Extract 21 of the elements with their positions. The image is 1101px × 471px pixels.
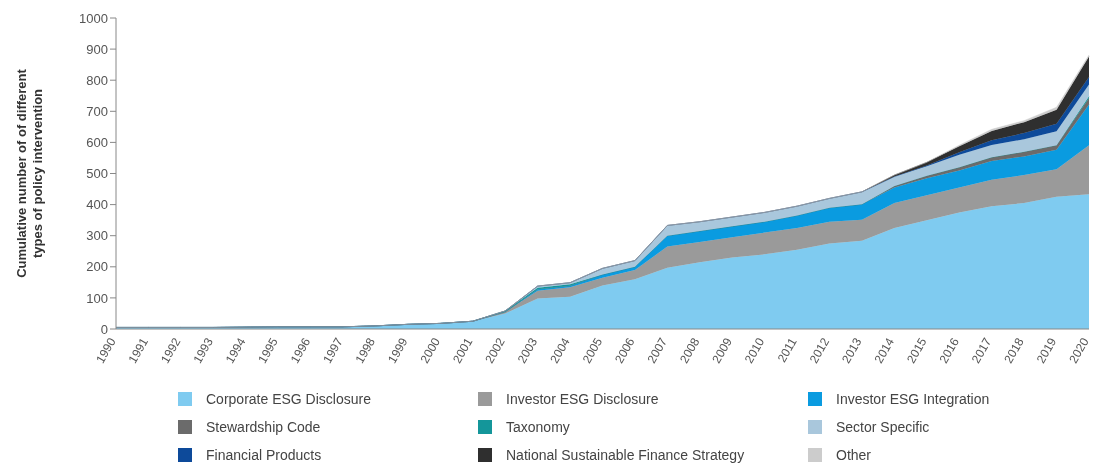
y-tick-label: 0 bbox=[100, 321, 108, 337]
y-tick-label: 900 bbox=[86, 41, 108, 57]
y-tick-label: 500 bbox=[86, 166, 108, 182]
legend-label: Stewardship Code bbox=[206, 419, 321, 435]
legend-label: Investor ESG Integration bbox=[836, 391, 990, 407]
legend-label: Investor ESG Disclosure bbox=[506, 391, 659, 407]
legend-label: Taxonomy bbox=[506, 419, 570, 435]
y-axis-title: Cumulative number of of different types of policy intervention bbox=[14, 68, 45, 278]
legend-label: Corporate ESG Disclosure bbox=[206, 391, 371, 407]
legend-label: National Sustainable Finance Strategy bbox=[506, 447, 745, 463]
y-tick-label: 700 bbox=[86, 103, 108, 119]
y-tick-label: 800 bbox=[86, 72, 108, 88]
y-tick-label: 1000 bbox=[79, 10, 108, 26]
y-tick-label: 300 bbox=[86, 228, 108, 244]
y-tick-label: 600 bbox=[86, 135, 108, 151]
y-tick-label: 400 bbox=[86, 197, 108, 213]
legend-label: Other bbox=[836, 447, 872, 463]
y-tick-label: 100 bbox=[86, 290, 108, 306]
legend-label: Sector Specific bbox=[836, 419, 930, 435]
legend-label: Financial Products bbox=[206, 447, 322, 463]
y-tick-label: 200 bbox=[86, 259, 108, 275]
